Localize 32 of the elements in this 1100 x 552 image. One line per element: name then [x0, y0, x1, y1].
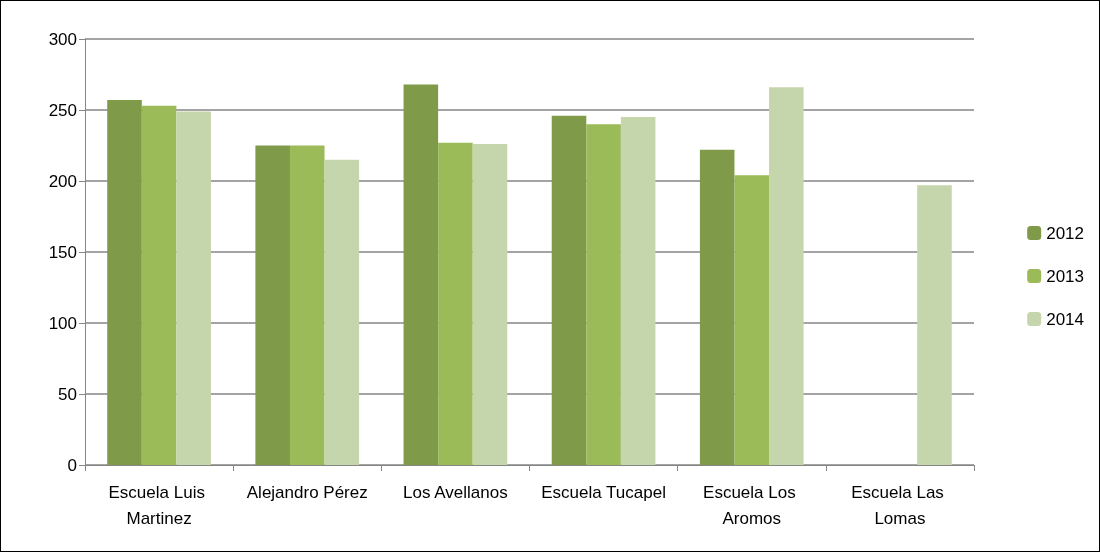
- bar: [289, 145, 325, 465]
- legend-label: 2013: [1046, 266, 1085, 286]
- bar: [551, 115, 587, 465]
- legend-label: 2012: [1046, 223, 1085, 243]
- y-tick-label: 200: [48, 171, 77, 191]
- y-tick-label: 250: [48, 100, 77, 120]
- bar: [917, 185, 952, 465]
- x-tick-label: Escuela Los Aromos: [703, 482, 801, 528]
- bar: [699, 149, 735, 465]
- y-tick-label: 300: [48, 29, 77, 49]
- bar: [438, 142, 473, 465]
- x-tick-label: Escuela Tucapel: [541, 482, 666, 502]
- legend-label: 2014: [1046, 309, 1085, 329]
- bar: [734, 175, 770, 465]
- bar: [255, 145, 290, 465]
- y-tick-label: 0: [67, 455, 77, 475]
- bar: [586, 124, 621, 465]
- bar: [472, 144, 508, 465]
- y-tick-label: 100: [48, 313, 77, 333]
- bar: [107, 100, 142, 465]
- bar: [620, 117, 656, 465]
- bar: [324, 159, 360, 465]
- x-tick-label: Escuela Luis Martinez: [108, 482, 210, 528]
- x-tick-label: Los Avellanos: [403, 482, 508, 502]
- x-tick-label: Alejandro Pérez: [246, 482, 368, 502]
- x-tick-label: Escuela Las Lomas: [851, 482, 949, 528]
- bar: [403, 84, 439, 465]
- bar: [176, 111, 211, 465]
- y-tick-label: 50: [58, 384, 77, 404]
- y-tick-label: 150: [48, 242, 77, 262]
- bar: [769, 87, 804, 465]
- bar: [141, 105, 177, 465]
